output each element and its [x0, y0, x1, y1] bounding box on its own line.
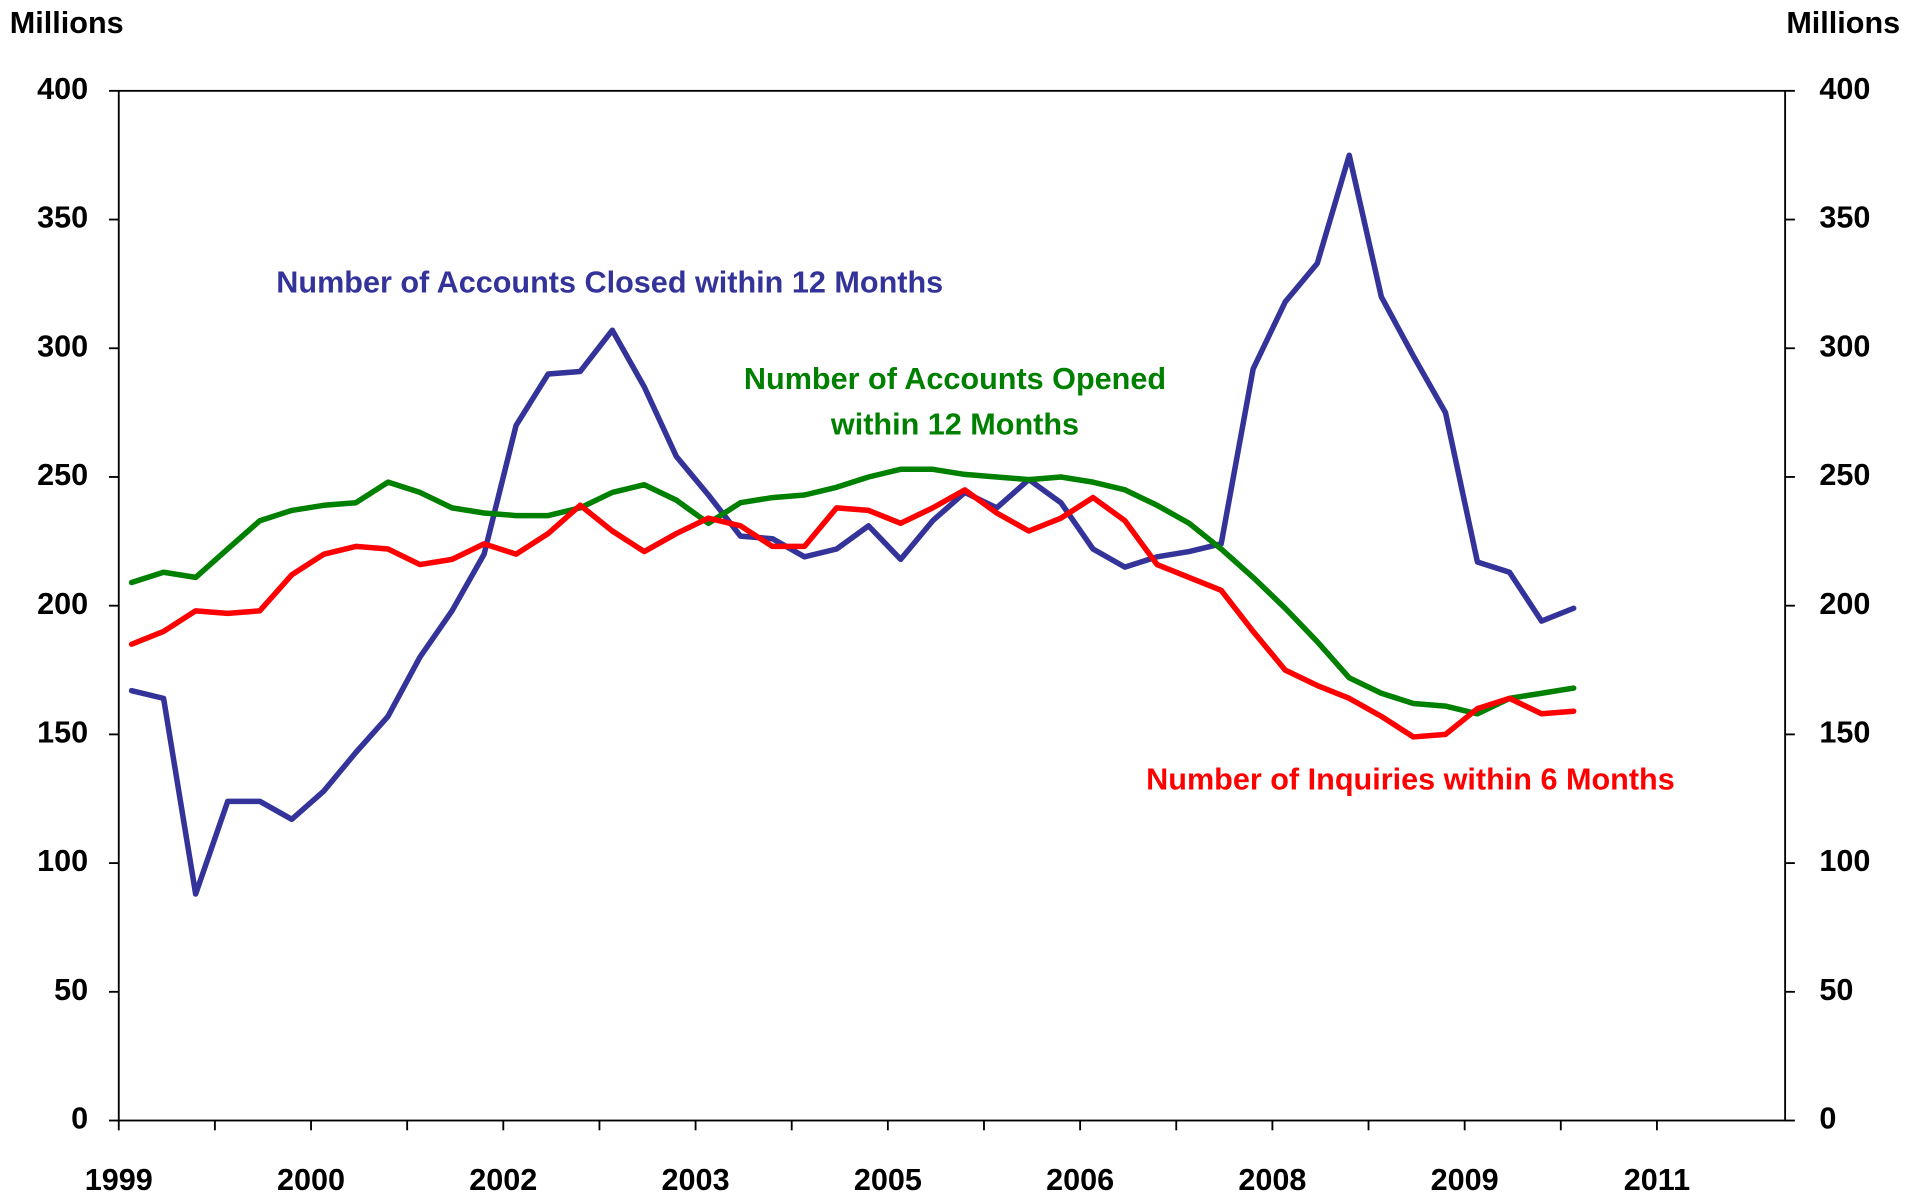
series-label: Number of Accounts Opened [744, 362, 1166, 396]
y-axis-title: Millions [10, 6, 124, 40]
x-tick-label: 2006 [1046, 1163, 1114, 1193]
y-tick-label: 200 [37, 587, 88, 621]
y2-tick-label: 250 [1819, 458, 1870, 492]
x-tick-label: 2003 [662, 1163, 730, 1193]
y2-tick-label: 100 [1819, 844, 1870, 878]
series-label: Number of Accounts Closed within 12 Mont… [276, 265, 943, 299]
y2-tick-label: 200 [1819, 587, 1870, 621]
series-line [128, 152, 1577, 897]
x-tick-label: 2008 [1238, 1163, 1306, 1193]
series-label: within 12 Months [830, 407, 1079, 441]
series-label: Number of Inquiries within 6 Months [1146, 762, 1675, 796]
series-line [128, 466, 1577, 717]
y-tick-label: 300 [37, 329, 88, 363]
y2-axis-title: Millions [1786, 6, 1900, 40]
y-tick-label: 100 [37, 844, 88, 878]
y2-tick-label: 350 [1819, 201, 1870, 235]
y2-tick-label: 0 [1819, 1102, 1836, 1136]
y-tick-label: 0 [71, 1102, 88, 1136]
x-tick-label: 2002 [469, 1163, 537, 1193]
y-tick-label: 250 [37, 458, 88, 492]
plot-frame [117, 89, 1787, 1122]
y2-tick-label: 300 [1819, 329, 1870, 363]
y2-tick-label: 400 [1819, 72, 1870, 106]
x-tick-label: 2005 [854, 1163, 922, 1193]
x-tick-label: 2000 [277, 1163, 345, 1193]
x-tick-label: 2011 [1624, 1163, 1690, 1193]
y-tick-label: 350 [37, 201, 88, 235]
y-tick-label: 150 [37, 715, 88, 749]
x-tick-label: 1999 [85, 1163, 153, 1193]
y-tick-label: 50 [54, 973, 88, 1007]
y2-tick-label: 150 [1819, 715, 1870, 749]
y-tick-label: 400 [37, 72, 88, 106]
series-line [128, 487, 1577, 740]
x-tick-label: 2009 [1431, 1163, 1499, 1193]
y2-tick-label: 50 [1819, 973, 1853, 1007]
